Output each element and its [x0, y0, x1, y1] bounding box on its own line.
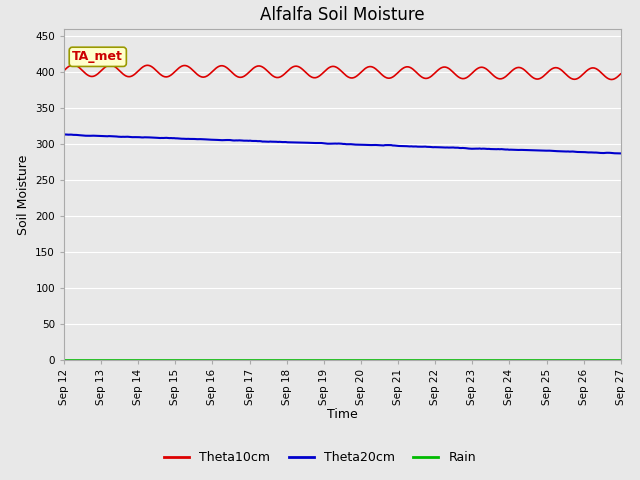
Theta20cm [588, 150, 595, 156]
Theta10cm [130, 72, 138, 78]
Rain [226, 357, 234, 362]
Line: Theta20cm: Theta20cm [64, 134, 621, 154]
Text: TA_met: TA_met [72, 50, 124, 63]
X-axis label: Time: Time [327, 408, 358, 421]
Legend: Theta10cm, Theta20cm, Rain: Theta10cm, Theta20cm, Rain [159, 446, 481, 469]
Theta10cm [60, 68, 68, 73]
Theta20cm [305, 140, 313, 146]
Theta10cm [617, 71, 625, 77]
Theta10cm [588, 65, 595, 71]
Theta10cm [255, 63, 263, 69]
Theta20cm [616, 151, 623, 156]
Rain [129, 357, 136, 362]
Theta10cm [246, 68, 254, 74]
Theta20cm [228, 137, 236, 143]
Rain [244, 357, 252, 362]
Rain [303, 357, 311, 362]
Rain [586, 357, 594, 362]
Rain [254, 357, 262, 362]
Theta10cm [607, 77, 615, 83]
Theta20cm [60, 132, 68, 137]
Line: Theta10cm: Theta10cm [64, 65, 621, 80]
Theta10cm [70, 62, 77, 68]
Theta10cm [305, 72, 313, 78]
Theta10cm [228, 69, 236, 75]
Title: Alfalfa Soil Moisture: Alfalfa Soil Moisture [260, 6, 425, 24]
Theta20cm [130, 134, 138, 140]
Theta20cm [617, 151, 625, 156]
Theta20cm [255, 138, 263, 144]
Theta20cm [246, 138, 254, 144]
Y-axis label: Soil Moisture: Soil Moisture [17, 154, 29, 235]
Rain [60, 357, 68, 362]
Theta20cm [61, 132, 69, 137]
Rain [617, 357, 625, 362]
